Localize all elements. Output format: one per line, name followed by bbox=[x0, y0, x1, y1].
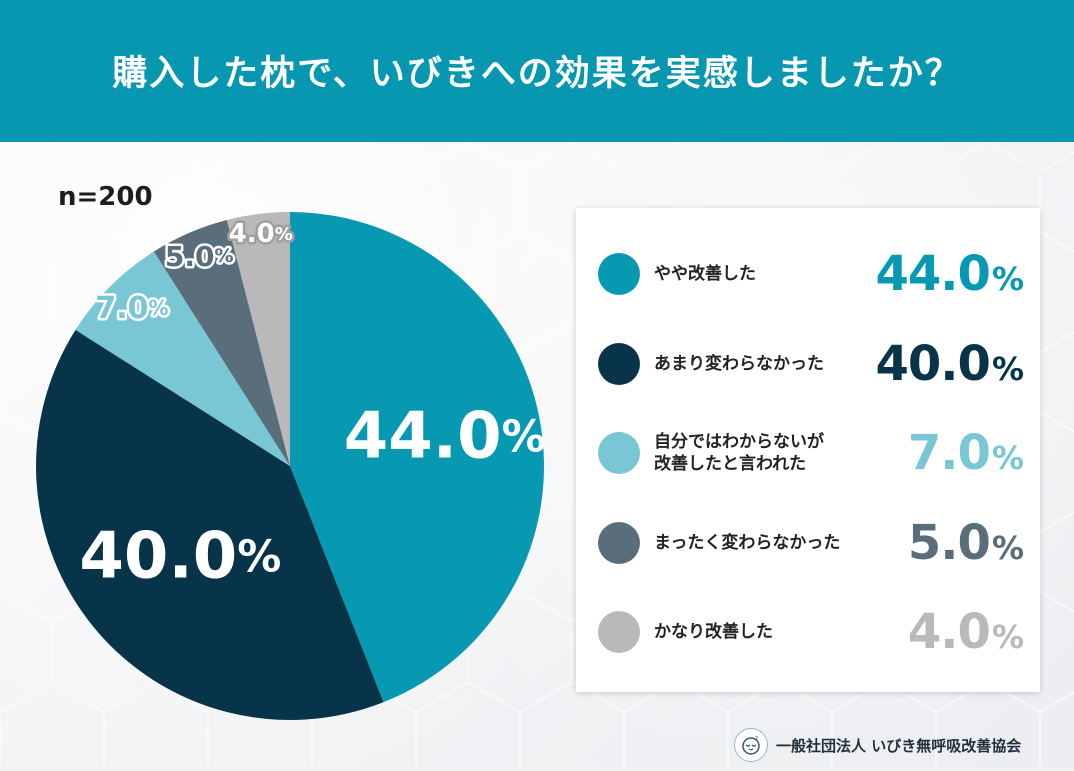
legend-item-3: 自分ではわからないが 改善したと言われた 7.0% bbox=[576, 413, 1040, 493]
legend-label: あまり変わらなかった bbox=[654, 354, 824, 374]
legend-label: 自分ではわからないが 改善したと言われた bbox=[654, 432, 824, 474]
legend-value-percent: % bbox=[991, 618, 1024, 656]
legend-color-dot bbox=[598, 343, 640, 385]
legend-value-number: 4.0 bbox=[907, 604, 991, 660]
legend-label: まったく変わらなかった bbox=[654, 533, 841, 553]
legend-value-percent: % bbox=[991, 439, 1024, 477]
legend-value-percent: % bbox=[991, 260, 1024, 298]
legend-value-number: 40.0 bbox=[875, 336, 991, 392]
legend-item-1: やや改善した 44.0% bbox=[576, 234, 1040, 314]
legend-label: かなり改善した bbox=[654, 622, 773, 642]
organization-name: 一般社団法人 いびき無呼吸改善協会 bbox=[776, 736, 1022, 755]
legend-value: 5.0% bbox=[908, 519, 1024, 567]
svg-text:z: z bbox=[755, 735, 758, 742]
legend-color-dot bbox=[598, 432, 640, 474]
legend-color-dot bbox=[598, 611, 640, 653]
legend-value-number: 44.0 bbox=[875, 246, 991, 302]
legend-value: 4.0% bbox=[908, 608, 1024, 656]
legend-color-dot bbox=[598, 253, 640, 295]
header-banner: 購入した枕で、いびきへの効果を実感しましたか？ bbox=[0, 0, 1074, 142]
legend-panel: やや改善した 44.0% あまり変わらなかった 40.0% 自分ではわからないが 改善し… bbox=[576, 208, 1040, 692]
footer-organization: z 一般社団法人 いびき無呼吸改善協会 bbox=[734, 726, 1021, 764]
legend-item-4: まったく変わらなかった 5.0% bbox=[576, 503, 1040, 583]
legend-value-number: 7.0 bbox=[907, 425, 991, 481]
legend-value: 40.0% bbox=[876, 340, 1025, 388]
legend-value-percent: % bbox=[991, 529, 1024, 567]
legend-item-2: あまり変わらなかった 40.0% bbox=[576, 324, 1040, 404]
legend-label: やや改善した bbox=[654, 264, 756, 284]
sample-size-label: n=200 bbox=[58, 182, 153, 212]
sleeping-face-icon: z bbox=[734, 728, 768, 762]
legend-item-5: かなり改善した 4.0% bbox=[576, 592, 1040, 672]
legend-value: 44.0% bbox=[876, 250, 1025, 298]
legend-value-percent: % bbox=[991, 350, 1024, 388]
legend-value: 7.0% bbox=[908, 429, 1024, 477]
legend-color-dot bbox=[598, 522, 640, 564]
chart-title: 購入した枕で、いびきへの効果を実感しましたか？ bbox=[112, 53, 962, 94]
legend-value-number: 5.0 bbox=[907, 515, 991, 571]
